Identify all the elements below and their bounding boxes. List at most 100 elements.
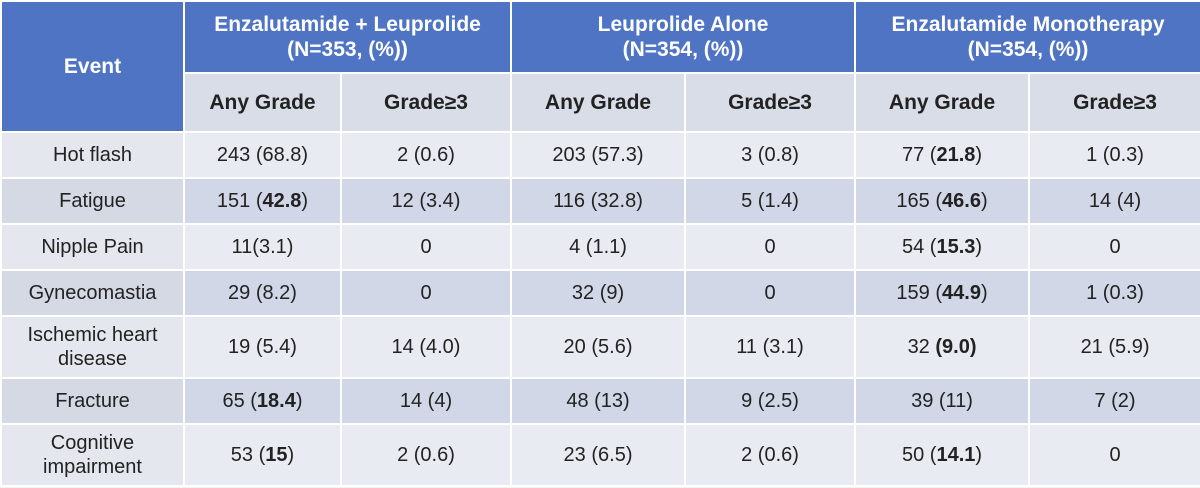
table-cell: 29 (8.2) [183, 269, 342, 317]
table-row: Hot flash 243 (68.8) 2 (0.6) 203 (57.3) 3 (0… [0, 131, 1200, 179]
table-row: Fatigue 151 (42.8) 12 (3.4) 116 (32.8) 5 (1.… [0, 177, 1200, 225]
cell-text: 151 ( [216, 189, 263, 212]
cell-text: 9 (2.5) [741, 389, 799, 412]
table-cell: 20 (5.6) [510, 315, 687, 379]
table-cell: 65 (18.4) [183, 377, 342, 425]
cell-text: 12 (3.4) [391, 189, 461, 212]
group-title: Leuprolide Alone [597, 13, 769, 36]
cell-text: 32 [907, 335, 936, 358]
cell-text: 0 [420, 281, 432, 304]
cell-text: 77 ( [901, 143, 937, 166]
cell-text-suffix: ) [980, 281, 988, 304]
cell-text: 11 (3.1) [736, 335, 804, 358]
any-grade-header: Any Grade [183, 72, 342, 133]
grade3-header: Grade≥3 [684, 72, 857, 133]
cell-text: 23 (6.5) [563, 443, 633, 466]
cell-text: 0 [764, 235, 776, 258]
cell-text: 159 ( [896, 281, 943, 304]
cell-text: 116 (32.8) [553, 189, 643, 212]
table-cell: 50 (14.1) [854, 423, 1031, 487]
cell-text-suffix: ) [287, 443, 295, 466]
cell-text-suffix: ) [975, 235, 983, 258]
cell-bold-value: 14.1 [936, 443, 976, 466]
cell-text: 53 ( [230, 443, 266, 466]
table-cell: 39 (11) [854, 377, 1031, 425]
cell-text: 14 (4) [1088, 189, 1142, 212]
cell-text: 4 (1.1) [569, 235, 627, 258]
cell-text: 0 [1109, 443, 1121, 466]
cell-text: 65 ( [222, 389, 257, 412]
any-grade-header: Any Grade [854, 72, 1031, 133]
cell-bold-value: 21.8 [936, 143, 976, 166]
group-header-enzalutamide-monotherapy: Enzalutamide Monotherapy (N=354, (%)) [854, 0, 1200, 74]
event-header: Event [0, 0, 185, 133]
grade3-header: Grade≥3 [1028, 72, 1200, 133]
group-header-enzalutamide-leuprolide: Enzalutamide + Leuprolide (N=353, (%)) [182, 0, 513, 74]
table-cell: 203 (57.3) [510, 131, 687, 179]
cell-text: 2 (0.6) [397, 143, 455, 166]
table-cell: 5 (1.4) [684, 177, 857, 225]
table-cell: 0 [1028, 223, 1200, 271]
cell-bold-value: (9.0) [935, 335, 977, 358]
cell-text: 3 (0.8) [741, 143, 799, 166]
cell-text: 21 (5.9) [1080, 335, 1150, 358]
cell-text-suffix: 68.8) [262, 143, 309, 166]
cell-text: 19 (5.4) [228, 335, 297, 358]
table-cell: 0 [684, 269, 857, 317]
cell-text: 39 (11) [911, 389, 973, 412]
table-row: Ischemic heart disease 19 (5.4) 14 (4.0) 20… [0, 315, 1200, 379]
cell-text-suffix: ) [980, 189, 988, 212]
table-row: Fracture 65 (18.4) 14 (4) 48 (13) 9 (2.5) 39 … [0, 377, 1200, 425]
cell-text-suffix: ) [301, 189, 309, 212]
table-cell: 32 (9.0) [854, 315, 1031, 379]
table-cell: 243 (68.8) [183, 131, 342, 179]
table-cell: 53 (15) [183, 423, 342, 487]
table-cell: 0 [684, 223, 857, 271]
cell-bold-value: 15 [265, 443, 288, 466]
cell-text-suffix: ) [975, 443, 983, 466]
cell-text: 48 (13) [566, 389, 630, 412]
cell-bold-value: 18.4 [256, 389, 296, 412]
table-cell: 151 (42.8) [183, 177, 342, 225]
table-row: Cognitive impairment 53 (15) 2 (0.6) 23 (6.… [0, 423, 1200, 487]
cell-text: 0 [1109, 235, 1121, 258]
table-cell: 7 (2) [1028, 377, 1200, 425]
table-cell: 4 (1.1) [510, 223, 687, 271]
event-name: Cognitive impairment [0, 423, 185, 487]
table-cell: 2 (0.6) [339, 131, 513, 179]
table-cell: 159 (44.9) [854, 269, 1031, 317]
group-title: Enzalutamide Monotherapy [891, 13, 1165, 36]
table-cell: 14 (4) [339, 377, 513, 425]
table-cell: 77 (21.8) [854, 131, 1031, 179]
cell-text: 1 (0.3) [1086, 281, 1144, 304]
table-row: Nipple Pain 11(3.1) 0 4 (1.1) 0 54 (15.3) 0 [0, 223, 1200, 271]
cell-text: 165 ( [896, 189, 943, 212]
grade3-header: Grade≥3 [339, 72, 513, 133]
cell-bold-value: 44.9 [942, 281, 981, 304]
table-cell: 3 (0.8) [684, 131, 857, 179]
table-cell: 48 (13) [510, 377, 687, 425]
table-cell: 165 (46.6) [854, 177, 1031, 225]
group-n: (N=354, (%)) [622, 38, 744, 61]
cell-text-suffix: ) [975, 143, 983, 166]
cell-text: 7 (2) [1094, 389, 1136, 412]
event-name: Fatigue [0, 177, 185, 225]
event-name: Hot flash [0, 131, 185, 179]
group-n: (N=354, (%)) [967, 38, 1089, 61]
cell-text: 50 ( [901, 443, 937, 466]
table-cell: 0 [339, 269, 513, 317]
group-n: (N=353, (%)) [287, 38, 408, 61]
cell-text: 5 (1.4) [741, 189, 799, 212]
cell-text: 243 ( [216, 143, 263, 166]
table-cell: 54 (15.3) [854, 223, 1031, 271]
table-cell: 32 (9) [510, 269, 687, 317]
cell-text: 54 ( [901, 235, 937, 258]
cell-bold-value: 46.6 [942, 189, 981, 212]
cell-bold-value: 15.3 [936, 235, 976, 258]
table-cell: 1 (0.3) [1028, 131, 1200, 179]
cell-text: 1 (0.3) [1086, 143, 1144, 166]
event-name: Ischemic heart disease [0, 315, 185, 379]
event-name: Nipple Pain [0, 223, 185, 271]
table-cell: 19 (5.4) [183, 315, 342, 379]
